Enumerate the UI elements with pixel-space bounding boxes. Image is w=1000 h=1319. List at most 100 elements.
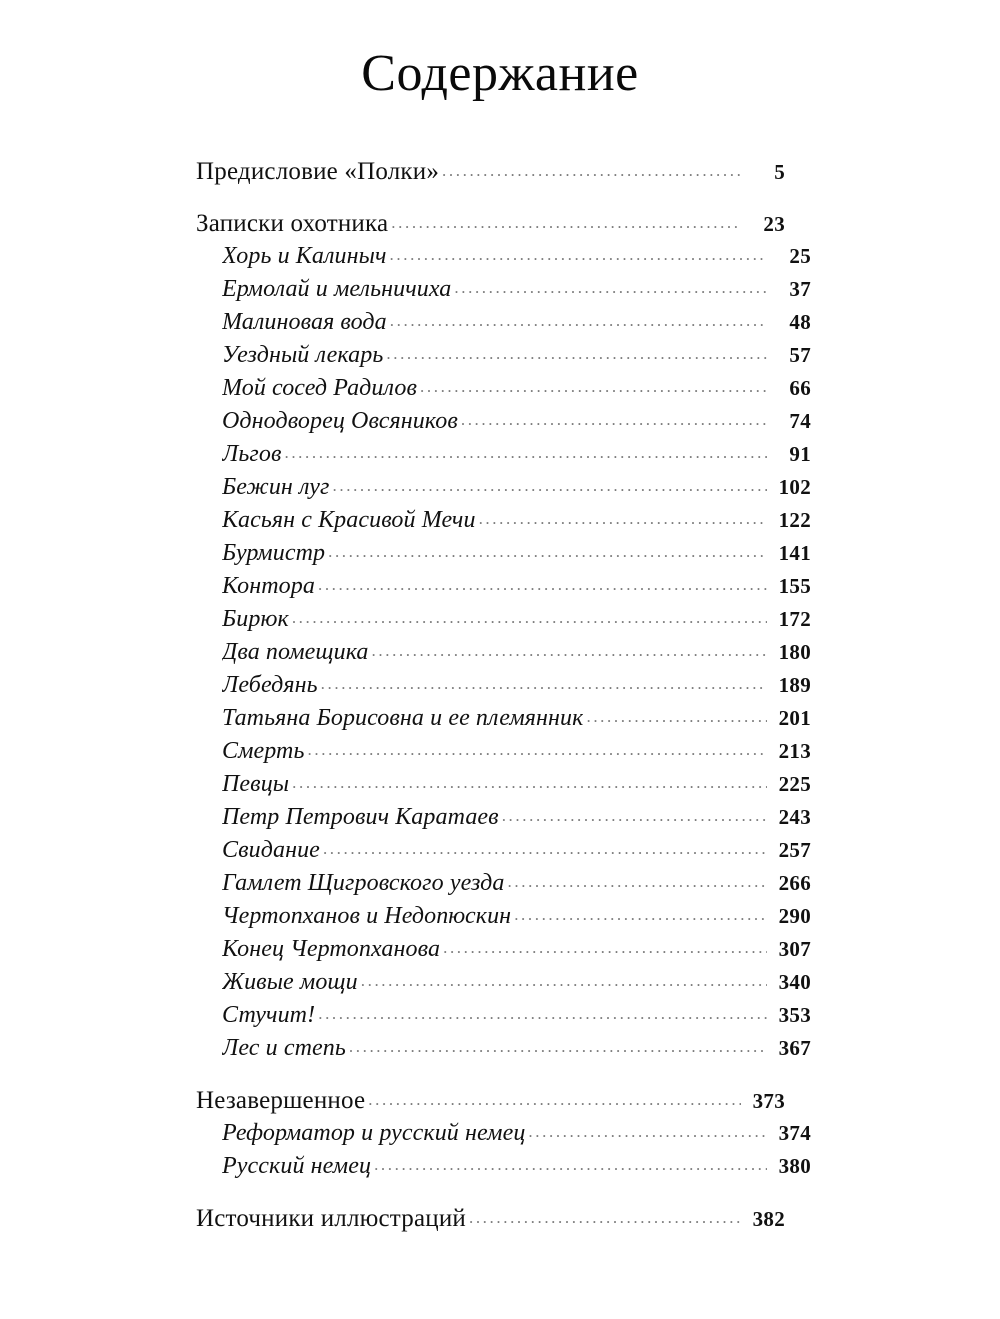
dot-leader bbox=[361, 973, 767, 989]
dot-leader bbox=[333, 478, 767, 494]
toc-entry-title: Касьян с Красивой Мечи bbox=[222, 507, 476, 533]
dot-leader bbox=[528, 1124, 767, 1140]
toc-entry-title: Малиновая вода bbox=[222, 309, 387, 335]
toc-entry-page-number: 257 bbox=[778, 838, 811, 862]
toc-entry-page-number: 353 bbox=[778, 1003, 811, 1027]
toc-entry-page-number: 290 bbox=[778, 904, 811, 928]
toc-entry-page-number: 180 bbox=[778, 640, 811, 664]
dot-leader bbox=[586, 709, 767, 725]
dot-leader bbox=[508, 874, 767, 890]
toc-entry-title: Петр Петрович Каратаев bbox=[222, 804, 499, 830]
dot-leader bbox=[374, 1157, 767, 1173]
toc-work-entry[interactable]: Ермолай и мельничиха 37 bbox=[196, 276, 811, 309]
dot-leader bbox=[502, 808, 767, 824]
toc-entry-page-number: 213 bbox=[778, 739, 811, 763]
toc-entry-page-number: 374 bbox=[778, 1121, 811, 1145]
toc-entry-title: Два помещика bbox=[222, 639, 369, 665]
toc-work-entry[interactable]: Живые мощи 340 bbox=[196, 969, 811, 1002]
toc-work-entry[interactable]: Контора 155 bbox=[196, 573, 811, 606]
toc-entry-page-number: 307 bbox=[778, 937, 811, 961]
dot-leader bbox=[372, 643, 767, 659]
toc-work-entry[interactable]: Смерть 213 bbox=[196, 738, 811, 771]
toc-entry-title: Мой сосед Радилов bbox=[222, 375, 418, 401]
dot-leader bbox=[292, 775, 767, 791]
toc-entry-title: Контора bbox=[222, 573, 315, 599]
dot-leader bbox=[284, 445, 767, 461]
toc-entry-page-number: 225 bbox=[778, 772, 811, 796]
toc-entry-page-number: 155 bbox=[778, 574, 811, 598]
toc-entry-title: Живые мощи bbox=[222, 969, 358, 995]
toc-entry-page-number: 367 bbox=[778, 1036, 811, 1060]
toc-entry-title: Лебедянь bbox=[222, 672, 318, 698]
toc-work-entry[interactable]: Свидание 257 bbox=[196, 837, 811, 870]
toc-entry-title: Бежин луг bbox=[222, 474, 330, 500]
toc-section-entry[interactable]: Источники иллюстраций 382 bbox=[196, 1205, 785, 1238]
toc-entry-title: Бурмистр bbox=[222, 540, 326, 566]
toc-section-entry[interactable]: Предисловие «Полки» 5 bbox=[196, 158, 785, 191]
toc-entry-page-number: 382 bbox=[752, 1207, 785, 1231]
toc-entry-page-number: 91 bbox=[789, 442, 811, 466]
dot-leader bbox=[323, 841, 767, 857]
toc-entry-page-number: 340 bbox=[778, 970, 811, 994]
toc-work-entry[interactable]: Конец Чертопханова 307 bbox=[196, 936, 811, 969]
toc-entry-page-number: 48 bbox=[789, 310, 811, 334]
toc-entry-page-number: 5 bbox=[774, 160, 785, 184]
toc-work-entry[interactable]: Татьяна Борисовна и ее племянник 201 bbox=[196, 705, 811, 738]
toc-entry-title: Бирюк bbox=[222, 606, 289, 632]
toc-entry-page-number: 57 bbox=[789, 343, 811, 367]
toc-work-entry[interactable]: Два помещика 180 bbox=[196, 639, 811, 672]
toc-work-entry[interactable]: Реформатор и русский немец 374 bbox=[196, 1120, 811, 1153]
toc-section-entry[interactable]: Незавершенное 373 bbox=[196, 1087, 785, 1120]
toc-entry-title: Татьяна Борисовна и ее племянник bbox=[222, 705, 584, 731]
toc-entry-page-number: 373 bbox=[752, 1089, 785, 1113]
toc-entry-page-number: 189 bbox=[778, 673, 811, 697]
toc-work-entry[interactable]: Хорь и Калиныч 25 bbox=[196, 243, 811, 276]
toc-entry-title: Ермолай и мельничиха bbox=[222, 276, 452, 302]
toc-work-entry[interactable]: Лес и степь 367 bbox=[196, 1035, 811, 1068]
dot-leader bbox=[390, 313, 767, 329]
toc-work-entry[interactable]: Русский немец 380 bbox=[196, 1153, 811, 1186]
dot-leader bbox=[349, 1039, 767, 1055]
toc-entry-page-number: 66 bbox=[789, 376, 811, 400]
toc-work-entry[interactable]: Мой сосед Радилов 66 bbox=[196, 375, 811, 408]
dot-leader bbox=[469, 1210, 741, 1226]
toc-work-entry[interactable]: Стучит! 353 bbox=[196, 1002, 811, 1035]
toc-work-entry[interactable]: Уездный лекарь 57 bbox=[196, 342, 811, 375]
toc-work-entry[interactable]: Льгов 91 bbox=[196, 441, 811, 474]
toc-entry-title: Реформатор и русский немец bbox=[222, 1120, 526, 1146]
toc-work-entry[interactable]: Чертопханов и Недопюскин 290 bbox=[196, 903, 811, 936]
toc-work-entry[interactable]: Бирюк 172 bbox=[196, 606, 811, 639]
toc-work-entry[interactable]: Лебедянь 189 bbox=[196, 672, 811, 705]
dot-leader bbox=[292, 610, 767, 626]
toc-entry-page-number: 102 bbox=[778, 475, 811, 499]
toc-work-entry[interactable]: Гамлет Щигровского уезда 266 bbox=[196, 870, 811, 903]
toc-entry-title: Источники иллюстраций bbox=[196, 1205, 466, 1232]
toc-work-entry[interactable]: Однодворец Овсяников 74 bbox=[196, 408, 811, 441]
toc-entry-title: Льгов bbox=[222, 441, 282, 467]
dot-leader bbox=[328, 544, 767, 560]
dot-leader bbox=[461, 412, 767, 428]
toc-work-entry[interactable]: Певцы 225 bbox=[196, 771, 811, 804]
dot-leader bbox=[420, 379, 767, 395]
toc-work-entry[interactable]: Касьян с Красивой Мечи 122 bbox=[196, 507, 811, 540]
toc-entry-page-number: 266 bbox=[778, 871, 811, 895]
toc-section-entry[interactable]: Записки охотника 23 bbox=[196, 210, 785, 243]
dot-leader bbox=[368, 1092, 741, 1108]
toc-entry-title: Свидание bbox=[222, 837, 320, 863]
toc-work-entry[interactable]: Бежин луг 102 bbox=[196, 474, 811, 507]
toc-entry-page-number: 74 bbox=[789, 409, 811, 433]
dot-leader bbox=[391, 215, 741, 231]
toc-entry-title: Конец Чертопханова bbox=[222, 936, 441, 962]
toc-entry-title: Чертопханов и Недопюскин bbox=[222, 903, 512, 929]
toc-entry-title: Уездный лекарь bbox=[222, 342, 384, 368]
toc-work-entry[interactable]: Бурмистр 141 bbox=[196, 540, 811, 573]
dot-leader bbox=[443, 940, 767, 956]
toc-entry-title: Русский немец bbox=[222, 1153, 372, 1179]
table-of-contents: Предисловие «Полки» 5 Записки охотника 23 Хо… bbox=[196, 158, 811, 1238]
dot-leader bbox=[479, 511, 767, 527]
dot-leader bbox=[442, 163, 741, 179]
toc-work-entry[interactable]: Малиновая вода 48 bbox=[196, 309, 811, 342]
toc-work-entry[interactable]: Петр Петрович Каратаев 243 bbox=[196, 804, 811, 837]
toc-entry-title: Хорь и Калиныч bbox=[222, 243, 387, 269]
toc-entry-page-number: 122 bbox=[778, 508, 811, 532]
